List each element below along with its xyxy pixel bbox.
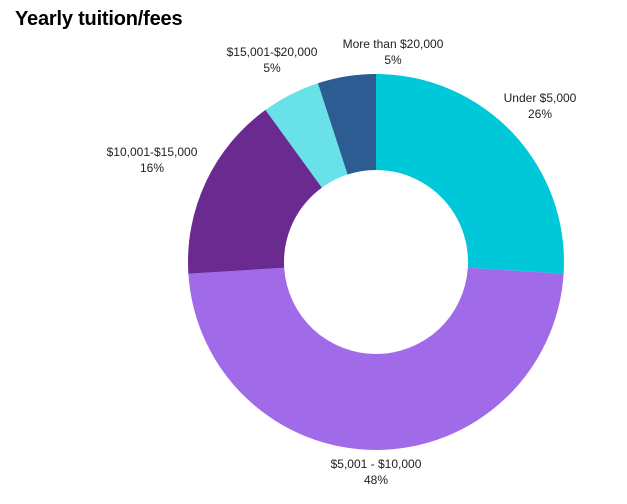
- slice-percent-10-001-15-000: 16%: [140, 161, 164, 175]
- slice-label-5-001-10-000: $5,001 - $10,000: [331, 457, 422, 471]
- slice-percent-5-001-10-000: 48%: [364, 473, 388, 487]
- donut-slice-15-001-20-000: [265, 83, 348, 188]
- chart-title: Yearly tuition/fees: [15, 8, 183, 30]
- slice-percent-more-than-20-000: 5%: [384, 53, 402, 67]
- slice-percent-15-001-20-000: 5%: [263, 61, 281, 75]
- slice-percent-under-5-000: 26%: [528, 107, 552, 121]
- donut-slice-under-5-000: [376, 74, 564, 274]
- slice-label-10-001-15-000: $10,001-$15,000: [107, 145, 198, 159]
- slice-label-more-than-20-000: More than $20,000: [343, 37, 444, 51]
- donut-slice-5-001-10-000: [188, 267, 564, 450]
- donut-slice-more-than-20-000: [317, 74, 376, 175]
- donut-slice-10-001-15-000: [188, 109, 322, 274]
- slice-label-15-001-20-000: $15,001-$20,000: [227, 45, 318, 59]
- slice-label-under-5-000: Under $5,000: [504, 91, 577, 105]
